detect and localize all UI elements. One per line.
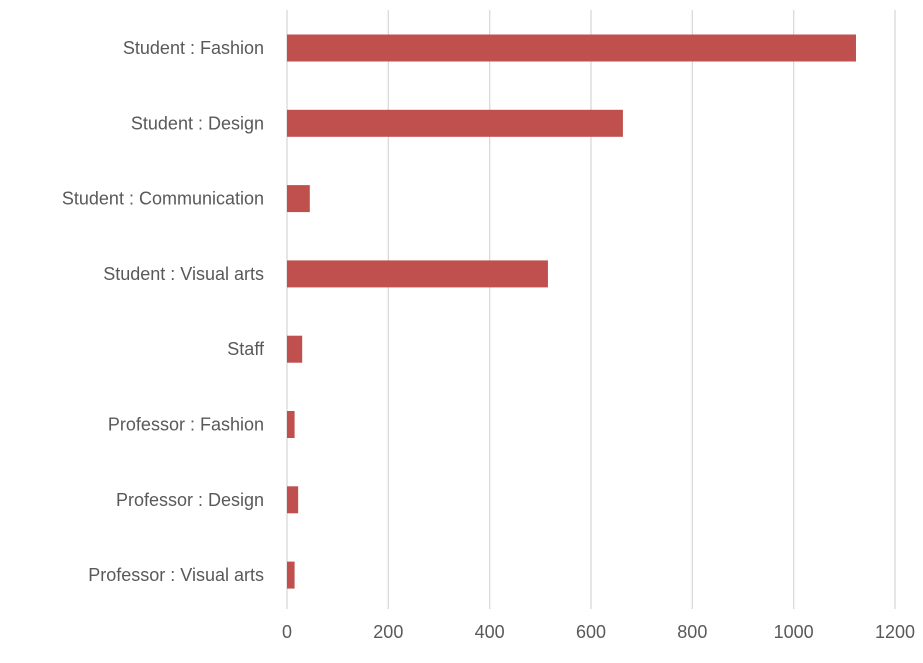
bar (287, 486, 299, 514)
x-tick-label: 400 (475, 622, 505, 642)
category-labels: Student : Fashion Student : Design Student… (62, 38, 265, 585)
category-label: Professor : Visual arts (88, 565, 264, 585)
x-tick-label: 600 (576, 622, 606, 642)
x-tick-label: 0 (282, 622, 292, 642)
category-label: Staff (227, 339, 265, 359)
x-tick-label: 800 (677, 622, 707, 642)
x-tick-labels: 0 200 400 600 800 1000 1200 (282, 622, 915, 642)
bar (287, 109, 623, 137)
category-label: Student : Communication (62, 189, 264, 209)
category-label: Student : Visual arts (103, 264, 264, 284)
bar (287, 34, 856, 62)
bar (287, 561, 295, 589)
bars (287, 34, 856, 589)
bar (287, 260, 548, 288)
gridlines (286, 10, 896, 609)
category-label: Professor : Design (116, 490, 264, 510)
x-tick-label: 1200 (875, 622, 915, 642)
x-tick-label: 200 (373, 622, 403, 642)
bar (287, 411, 295, 438)
bar (287, 185, 310, 213)
bar (287, 335, 303, 363)
x-tick-label: 1000 (774, 622, 814, 642)
category-label: Student : Fashion (123, 38, 264, 58)
category-label: Professor : Fashion (108, 415, 264, 435)
category-label: Student : Design (131, 113, 264, 133)
